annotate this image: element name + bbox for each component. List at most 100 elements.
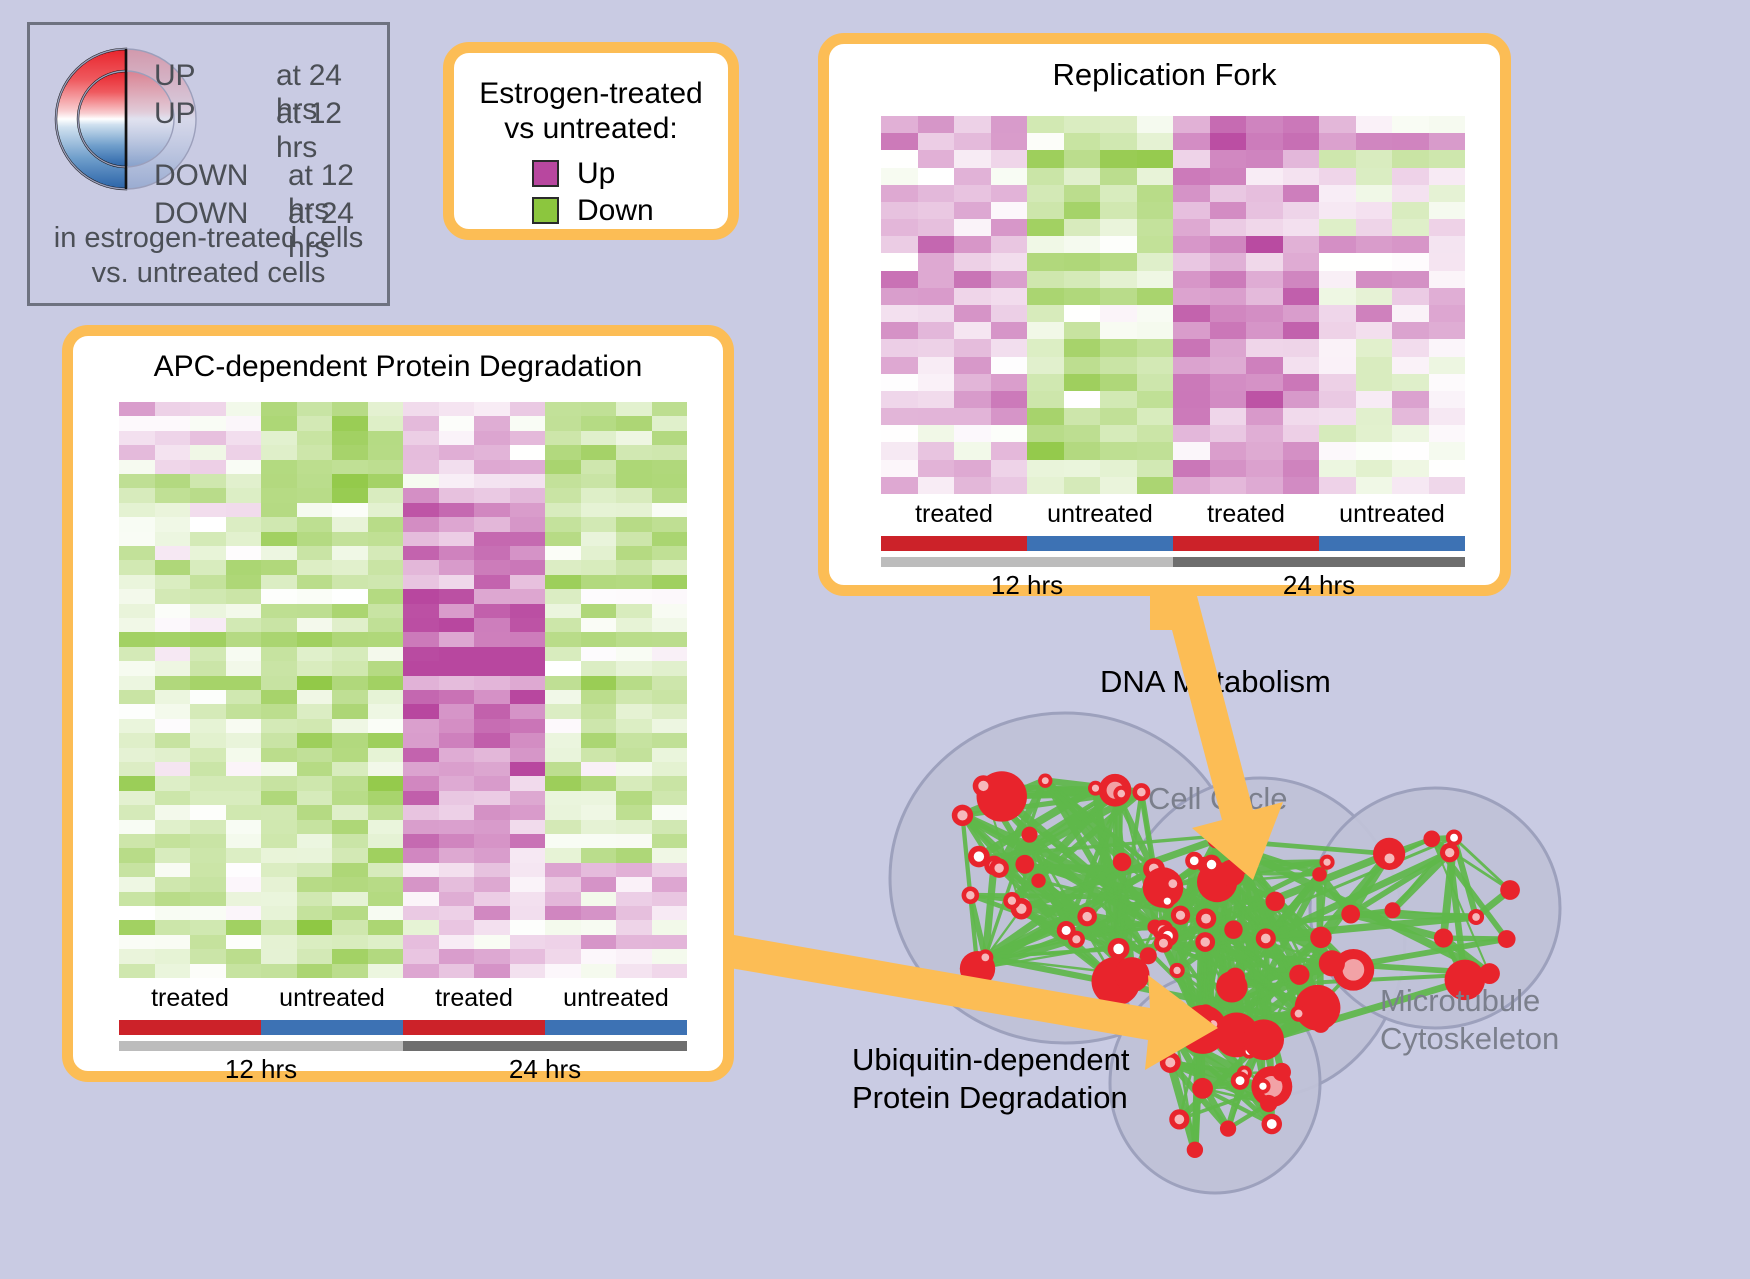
- heatmap-cell: [367, 920, 403, 935]
- heatmap-cell: [154, 473, 190, 489]
- heatmap-cell: [1063, 322, 1100, 340]
- heatmap-cell: [1063, 116, 1100, 134]
- network-node[interactable]: [1132, 783, 1151, 802]
- network-node[interactable]: [1038, 773, 1053, 788]
- network-node[interactable]: [1479, 963, 1500, 984]
- network-node[interactable]: [1159, 893, 1175, 909]
- heatmap-cell: [1392, 356, 1429, 374]
- network-node[interactable]: [1169, 962, 1185, 979]
- network-node[interactable]: [977, 949, 994, 966]
- heatmap-cell: [651, 574, 687, 590]
- heatmap-cell: [1355, 253, 1392, 271]
- heatmap-cell: [990, 356, 1027, 374]
- network-node[interactable]: [1195, 908, 1217, 929]
- network-node[interactable]: [1021, 826, 1038, 843]
- network-node[interactable]: [1154, 933, 1173, 953]
- heatmap-cell: [367, 718, 403, 734]
- network-node[interactable]: [989, 858, 1009, 878]
- heatmap-cell: [1100, 339, 1137, 357]
- heatmap-cell: [580, 848, 616, 863]
- network-node[interactable]: [1468, 908, 1485, 926]
- heatmap-cell: [1209, 373, 1246, 391]
- network-node[interactable]: [1310, 926, 1332, 949]
- heatmap-cell: [1392, 442, 1429, 460]
- heatmap-cell: [296, 430, 332, 446]
- network-node[interactable]: [1114, 957, 1150, 993]
- heatmap-cell: [1319, 425, 1356, 443]
- heatmap-cell: [474, 531, 510, 546]
- network-node[interactable]: [1112, 852, 1132, 872]
- heatmap-cell: [1027, 150, 1064, 168]
- network-node[interactable]: [1192, 1077, 1214, 1099]
- network-node[interactable]: [1445, 829, 1463, 846]
- heatmap-cell: [881, 442, 918, 460]
- network-node[interactable]: [1169, 1109, 1190, 1130]
- network-node[interactable]: [1384, 902, 1401, 919]
- network-node[interactable]: [1260, 1094, 1278, 1113]
- network-node[interactable]: [1379, 848, 1400, 869]
- network-node[interactable]: [1224, 920, 1243, 939]
- heatmap-cell: [580, 617, 616, 633]
- heatmap-cell: [990, 476, 1027, 494]
- network-node[interactable]: [1290, 1005, 1307, 1022]
- network-node[interactable]: [1077, 906, 1097, 927]
- network-node[interactable]: [1261, 1113, 1283, 1135]
- network-node[interactable]: [1319, 854, 1335, 870]
- network-node[interactable]: [1265, 891, 1285, 912]
- heatmap-cell: [474, 848, 510, 863]
- network-node[interactable]: [1312, 867, 1327, 882]
- axis-replication-fork: treated untreated treated untreated: [881, 500, 1465, 534]
- heatmap-cell: [190, 949, 226, 964]
- heatmap-cell: [1246, 167, 1283, 185]
- heatmap-cell: [190, 776, 226, 791]
- network-node[interactable]: [1107, 937, 1130, 960]
- heatmap-cell: [367, 603, 403, 618]
- heatmap-cell: [1100, 304, 1137, 323]
- network-node[interactable]: [1433, 928, 1454, 948]
- network-node[interactable]: [1031, 873, 1046, 888]
- network-node[interactable]: [1230, 1071, 1250, 1090]
- heatmap-cell: [1319, 219, 1356, 237]
- network-node[interactable]: [1139, 947, 1157, 965]
- network-node[interactable]: [1289, 964, 1310, 985]
- network-node[interactable]: [1497, 930, 1516, 948]
- network-node[interactable]: [951, 804, 974, 827]
- heatmap-cell: [332, 963, 368, 978]
- network-node[interactable]: [1341, 904, 1361, 924]
- network-node[interactable]: [1318, 950, 1345, 977]
- network-node[interactable]: [968, 845, 990, 868]
- network-node[interactable]: [1255, 1078, 1271, 1094]
- network-node[interactable]: [1444, 959, 1486, 1001]
- network-node[interactable]: [1088, 780, 1103, 796]
- network-node[interactable]: [1186, 1141, 1204, 1159]
- network-node[interactable]: [1225, 967, 1245, 988]
- network-node[interactable]: [1170, 905, 1191, 925]
- network-node[interactable]: [1056, 921, 1076, 940]
- heatmap-cell: [509, 661, 545, 676]
- network-node[interactable]: [1243, 1019, 1285, 1061]
- network-node[interactable]: [1185, 851, 1204, 870]
- network-node[interactable]: [1255, 928, 1276, 949]
- network-node[interactable]: [1113, 785, 1130, 802]
- network-node[interactable]: [1201, 854, 1222, 875]
- network-node[interactable]: [1439, 842, 1460, 863]
- heatmap-cell: [403, 805, 439, 820]
- network-node[interactable]: [1219, 1120, 1237, 1137]
- network-node[interactable]: [1311, 1015, 1330, 1033]
- network-node[interactable]: [1500, 880, 1520, 900]
- heatmap-cell: [1173, 167, 1210, 185]
- network-node[interactable]: [961, 886, 980, 905]
- heatmap-cell: [296, 589, 332, 604]
- heatmap-cell: [154, 819, 190, 834]
- network-node[interactable]: [1015, 854, 1035, 874]
- heatmap-cell: [1392, 184, 1429, 202]
- network-node[interactable]: [1003, 891, 1021, 910]
- network-node[interactable]: [1195, 932, 1216, 952]
- heatmap-cell: [474, 574, 510, 590]
- heatmap-cell: [403, 617, 439, 633]
- network-node[interactable]: [1163, 874, 1182, 893]
- network-node[interactable]: [1272, 1062, 1291, 1082]
- network-node[interactable]: [972, 775, 995, 797]
- heatmap-cell: [225, 819, 261, 834]
- network-node[interactable]: [1423, 830, 1441, 848]
